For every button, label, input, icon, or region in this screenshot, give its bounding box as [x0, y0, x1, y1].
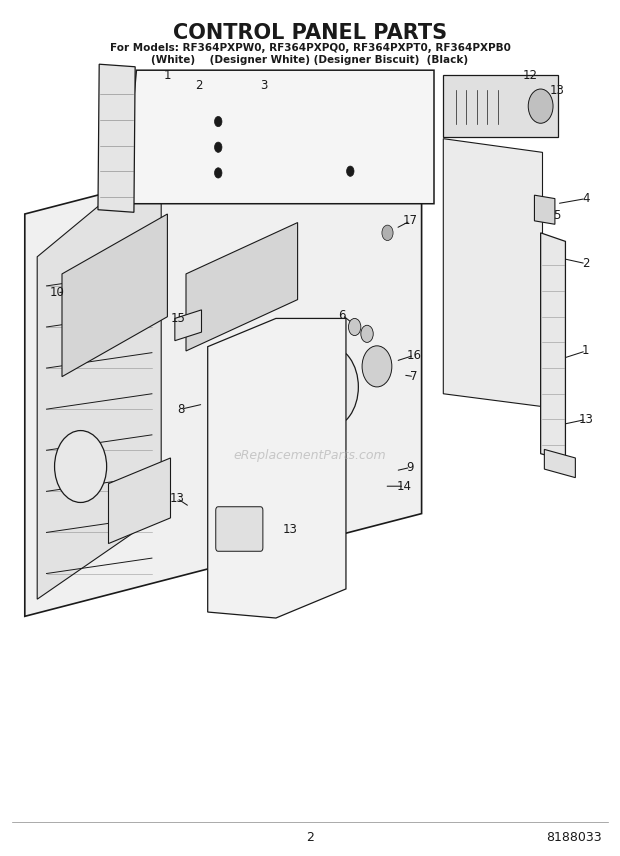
Text: 1: 1	[164, 68, 171, 82]
Circle shape	[215, 168, 222, 178]
Text: 8: 8	[177, 402, 185, 416]
Text: 3: 3	[260, 79, 267, 92]
Circle shape	[215, 116, 222, 127]
Text: 13: 13	[169, 491, 184, 505]
Polygon shape	[175, 310, 202, 341]
Text: 2: 2	[195, 79, 202, 92]
Polygon shape	[124, 70, 434, 204]
Text: 5: 5	[553, 209, 560, 223]
Polygon shape	[544, 449, 575, 478]
Circle shape	[528, 89, 553, 123]
Circle shape	[362, 346, 392, 387]
Text: 13: 13	[283, 522, 298, 536]
Polygon shape	[25, 111, 422, 616]
Text: 16: 16	[407, 348, 422, 362]
FancyBboxPatch shape	[216, 507, 263, 551]
Text: 14: 14	[397, 479, 412, 493]
Polygon shape	[208, 318, 346, 618]
Circle shape	[55, 431, 107, 502]
Text: 6: 6	[339, 308, 346, 322]
Circle shape	[347, 166, 354, 176]
Text: eReplacementParts.com: eReplacementParts.com	[234, 449, 386, 462]
Text: 9: 9	[407, 461, 414, 474]
Circle shape	[361, 325, 373, 342]
Text: 4: 4	[582, 192, 590, 205]
Polygon shape	[541, 233, 565, 461]
Polygon shape	[98, 64, 135, 212]
Text: (White)    (Designer White) (Designer Biscuit)  (Black): (White) (Designer White) (Designer Biscu…	[151, 55, 469, 65]
Text: 13: 13	[578, 413, 593, 426]
Text: 1: 1	[582, 344, 590, 358]
Text: 2: 2	[306, 830, 314, 844]
Polygon shape	[534, 195, 555, 224]
Polygon shape	[108, 458, 171, 544]
Polygon shape	[443, 139, 542, 407]
Text: 7: 7	[410, 370, 418, 383]
Text: 17: 17	[403, 214, 418, 228]
Polygon shape	[186, 223, 298, 351]
Text: 2: 2	[582, 257, 590, 270]
Text: 15: 15	[171, 312, 186, 325]
Circle shape	[215, 142, 222, 152]
Polygon shape	[62, 214, 167, 377]
Circle shape	[382, 225, 393, 241]
Text: 13: 13	[549, 84, 564, 98]
Text: 12: 12	[523, 68, 538, 82]
Text: 10: 10	[50, 286, 64, 300]
Text: For Models: RF364PXPW0, RF364PXPQ0, RF364PXPT0, RF364PXPB0: For Models: RF364PXPW0, RF364PXPQ0, RF36…	[110, 43, 510, 53]
Text: 8188033: 8188033	[546, 830, 601, 844]
Polygon shape	[37, 154, 161, 599]
Text: CONTROL PANEL PARTS: CONTROL PANEL PARTS	[173, 22, 447, 43]
Circle shape	[348, 318, 361, 336]
Polygon shape	[443, 75, 558, 137]
Circle shape	[299, 346, 358, 428]
